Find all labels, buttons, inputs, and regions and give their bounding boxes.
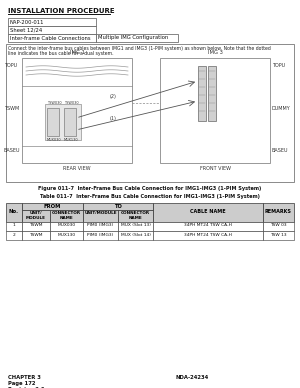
Bar — [8, 34, 96, 42]
Bar — [83, 203, 153, 210]
Text: 34PH MT24 TSW CA-H: 34PH MT24 TSW CA-H — [184, 223, 232, 227]
Text: MUX030: MUX030 — [58, 223, 76, 227]
Text: 2: 2 — [12, 232, 15, 237]
Bar — [153, 203, 263, 222]
Text: MUX130: MUX130 — [64, 138, 79, 142]
Text: DUMMY: DUMMY — [272, 106, 291, 111]
Bar — [96, 34, 178, 42]
Text: TSW 03: TSW 03 — [270, 223, 287, 227]
Bar — [118, 210, 153, 222]
Text: FROM: FROM — [44, 204, 61, 209]
Bar — [8, 18, 96, 26]
Text: No.: No. — [9, 209, 19, 214]
Text: FRONT VIEW: FRONT VIEW — [200, 166, 230, 171]
Text: TSWM: TSWM — [29, 232, 43, 237]
Text: UNIT/MODULE: UNIT/MODULE — [84, 211, 117, 215]
Bar — [160, 58, 270, 163]
Text: MUX130: MUX130 — [58, 232, 76, 237]
Bar — [208, 66, 216, 121]
Bar — [50, 231, 83, 240]
Bar — [6, 222, 22, 231]
Text: Figure 011-7  Inter-Frame Bus Cable Connection for IMG1-IMG3 (1-PIM System): Figure 011-7 Inter-Frame Bus Cable Conne… — [38, 186, 262, 191]
Text: INSTALLATION PROCEDURE: INSTALLATION PROCEDURE — [8, 8, 115, 14]
Text: BASEU: BASEU — [4, 148, 20, 153]
Text: UNIT/
MODULE: UNIT/ MODULE — [26, 211, 46, 220]
Text: IMG 1: IMG 1 — [70, 50, 85, 55]
Bar — [45, 104, 81, 140]
Text: (2): (2) — [110, 94, 117, 99]
Bar — [47, 108, 59, 136]
Bar — [50, 222, 83, 231]
Text: 1: 1 — [12, 223, 15, 227]
Bar — [263, 231, 294, 240]
Bar — [6, 231, 22, 240]
Text: BASEU: BASEU — [272, 148, 289, 153]
Text: Multiple IMG Configuration: Multiple IMG Configuration — [98, 35, 168, 40]
Text: REAR VIEW: REAR VIEW — [63, 166, 91, 171]
Bar — [83, 222, 118, 231]
Text: Table 011-7  Inter-Frame Bus Cable Connection for IMG1-IMG3 (1-PIM System): Table 011-7 Inter-Frame Bus Cable Connec… — [40, 194, 260, 199]
Text: NDA-24234: NDA-24234 — [175, 375, 208, 380]
Text: Inter-frame Cable Connections: Inter-frame Cable Connections — [10, 35, 91, 40]
Bar — [22, 222, 50, 231]
Bar — [6, 44, 294, 182]
Bar — [22, 231, 50, 240]
Text: (1): (1) — [110, 116, 117, 121]
Bar — [50, 210, 83, 222]
Text: PIM0 (IMG3): PIM0 (IMG3) — [87, 223, 114, 227]
Bar — [118, 231, 153, 240]
Text: CONNECTOR
NAME: CONNECTOR NAME — [121, 211, 150, 220]
Bar — [64, 108, 76, 136]
Text: PIM0 (IMG3): PIM0 (IMG3) — [87, 232, 114, 237]
Bar — [83, 231, 118, 240]
Bar — [263, 222, 294, 231]
Bar — [8, 26, 96, 34]
Text: IMG 3: IMG 3 — [208, 50, 222, 55]
Bar — [153, 231, 263, 240]
Text: Connect the inter-frame bus cables between IMG1 and IMG3 (1-PIM system) as shown: Connect the inter-frame bus cables betwe… — [8, 46, 271, 51]
Text: TSW 13: TSW 13 — [270, 232, 287, 237]
Bar — [22, 210, 50, 222]
Text: TSW030: TSW030 — [47, 101, 62, 105]
Text: MUX (Slot 13): MUX (Slot 13) — [121, 223, 151, 227]
Text: 34PH MT24 TSW CA-H: 34PH MT24 TSW CA-H — [184, 232, 232, 237]
Bar — [153, 222, 263, 231]
Text: MUX (Slot 14): MUX (Slot 14) — [121, 232, 151, 237]
Text: line indicates the bus cable for a dual system.: line indicates the bus cable for a dual … — [8, 51, 114, 56]
Text: CONNECTOR
NAME: CONNECTOR NAME — [52, 211, 81, 220]
Bar — [263, 203, 294, 222]
Text: TO: TO — [114, 204, 122, 209]
Bar — [22, 203, 83, 210]
Text: CABLE NAME: CABLE NAME — [190, 209, 226, 214]
Text: TSW030: TSW030 — [64, 101, 79, 105]
Text: REMARKS: REMARKS — [265, 209, 292, 214]
Text: NAP-200-011: NAP-200-011 — [10, 19, 44, 24]
Text: TSWM: TSWM — [29, 223, 43, 227]
Text: CHAPTER 3
Page 172
Revision 3.0: CHAPTER 3 Page 172 Revision 3.0 — [8, 375, 44, 388]
Text: Sheet 12/24: Sheet 12/24 — [10, 28, 42, 33]
Bar — [118, 222, 153, 231]
Text: TOPU: TOPU — [4, 63, 17, 68]
Bar — [22, 58, 132, 163]
Bar — [6, 203, 22, 222]
Text: MUX030: MUX030 — [47, 138, 62, 142]
Bar — [83, 210, 118, 222]
Bar — [198, 66, 206, 121]
Text: TSWM: TSWM — [4, 106, 19, 111]
Text: TOPU: TOPU — [272, 63, 285, 68]
